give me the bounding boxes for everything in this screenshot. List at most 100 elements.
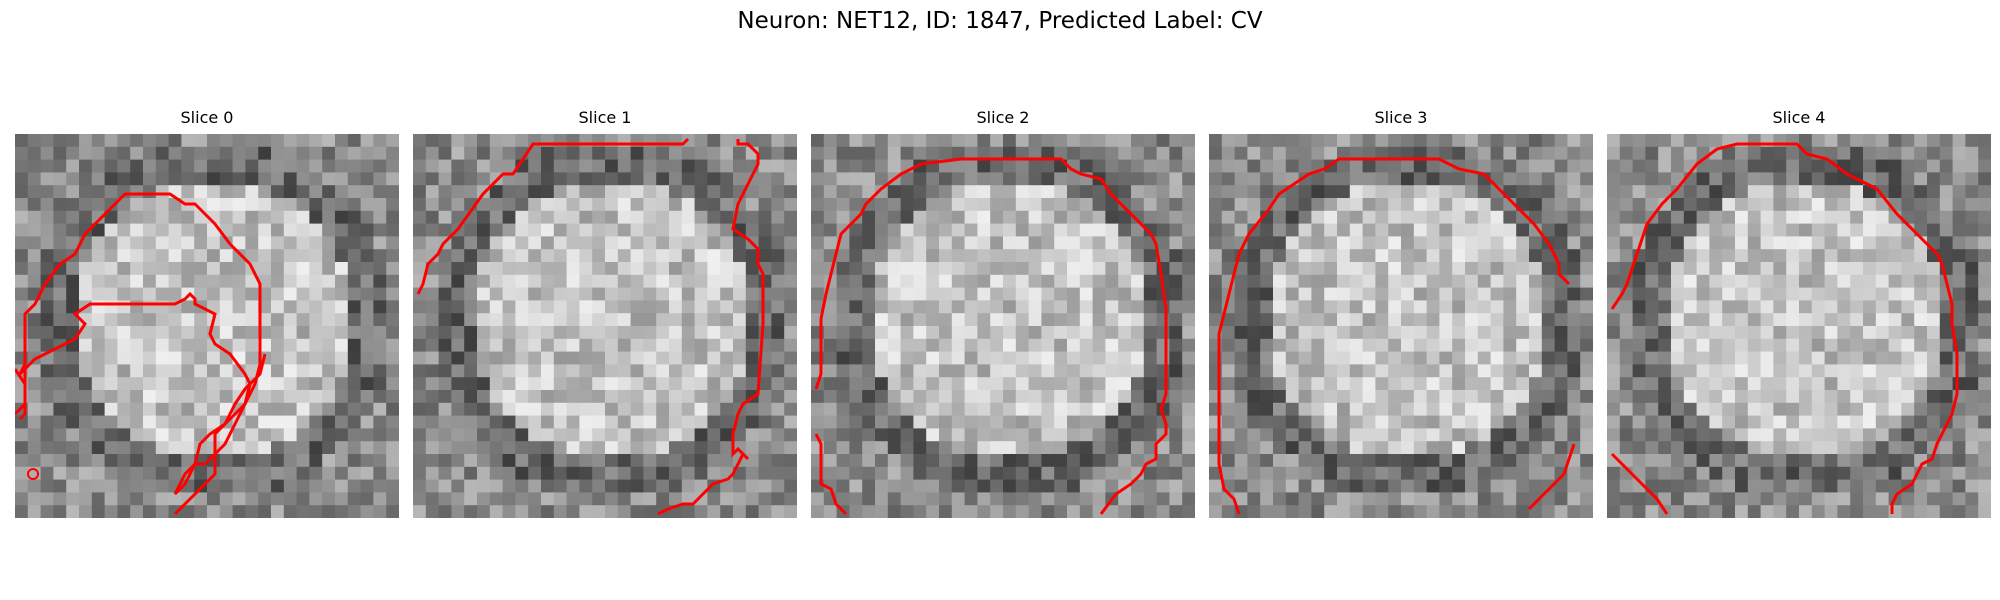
pixel	[1799, 274, 1813, 289]
pixel	[360, 223, 374, 237]
pixel	[1247, 159, 1261, 173]
pixel	[1888, 326, 1902, 340]
pixel	[669, 428, 683, 442]
pixel	[1747, 185, 1762, 199]
pixel	[1015, 390, 1030, 404]
pixel	[1490, 236, 1504, 250]
pixel	[1362, 300, 1376, 314]
pixel	[347, 172, 362, 186]
pixel	[1362, 134, 1376, 148]
pixel	[1747, 390, 1762, 404]
pixel	[181, 210, 195, 225]
pixel	[1209, 313, 1223, 327]
pixel	[1015, 479, 1030, 493]
pixel	[630, 351, 644, 365]
pixel	[771, 198, 785, 212]
pixel	[1169, 326, 1183, 340]
pixel	[155, 441, 170, 455]
pixel	[707, 466, 721, 481]
pixel	[553, 249, 568, 263]
pixel	[1567, 249, 1581, 263]
pixel	[1696, 479, 1710, 493]
pixel	[91, 159, 106, 173]
pixel	[553, 338, 568, 353]
pixel	[155, 236, 170, 250]
pixel	[219, 300, 234, 314]
pixel	[271, 364, 285, 378]
pixel	[155, 249, 170, 263]
pixel	[1875, 415, 1890, 429]
pixel	[1105, 210, 1119, 225]
pixel	[1234, 377, 1248, 391]
pixel	[1401, 454, 1415, 468]
pixel	[104, 146, 118, 161]
pixel	[1413, 185, 1428, 199]
pixel	[694, 338, 708, 353]
pixel	[1747, 172, 1762, 186]
pixel	[951, 146, 966, 161]
pixel	[1607, 466, 1621, 481]
pixel	[194, 249, 208, 263]
pixel	[1439, 454, 1453, 468]
pixel	[1118, 466, 1132, 481]
pixel	[617, 274, 632, 289]
pixel	[1901, 415, 1915, 429]
pixel	[27, 223, 42, 237]
pixel	[1131, 479, 1145, 493]
pixel	[1092, 454, 1106, 468]
pixel	[1349, 236, 1364, 250]
pixel	[1311, 454, 1325, 468]
pixel	[1209, 134, 1223, 148]
pixel	[1658, 492, 1672, 506]
pixel	[617, 249, 632, 263]
pixel	[104, 210, 118, 225]
pixel	[386, 454, 399, 468]
pixel	[643, 441, 657, 455]
pixel	[1645, 172, 1659, 186]
pixel	[1169, 287, 1183, 301]
pixel	[1709, 262, 1723, 276]
pixel	[207, 479, 221, 493]
pixel	[283, 185, 298, 199]
pixel	[849, 479, 863, 493]
pixel	[1850, 262, 1864, 276]
pixel	[245, 338, 259, 353]
pixel	[1273, 274, 1287, 289]
pixel	[579, 159, 593, 173]
pixel	[528, 326, 542, 340]
pixel	[1401, 287, 1415, 301]
pixel	[438, 134, 452, 148]
pixel	[1375, 185, 1389, 199]
pixel	[553, 236, 568, 250]
pixel	[1722, 185, 1736, 199]
pixel	[720, 364, 734, 378]
pixel	[1260, 454, 1274, 468]
pixel	[271, 402, 285, 417]
pixel	[771, 454, 785, 468]
pixel	[1888, 428, 1902, 442]
pixel	[309, 249, 323, 263]
pixel	[720, 249, 734, 263]
pixel	[528, 351, 542, 365]
pixel	[1516, 326, 1530, 340]
pixel	[413, 479, 427, 493]
pixel	[1529, 262, 1543, 276]
pixel	[1619, 364, 1634, 378]
pixel	[1786, 185, 1800, 199]
pixel	[1875, 210, 1890, 225]
pixel	[1658, 172, 1672, 186]
pixel	[1477, 313, 1492, 327]
pixel	[1824, 210, 1838, 225]
pixel	[283, 134, 298, 148]
pixel	[464, 364, 478, 378]
pixel	[605, 287, 619, 301]
pixel	[245, 364, 259, 378]
pixel	[681, 300, 696, 314]
pixel	[117, 249, 131, 263]
pixel	[1015, 287, 1030, 301]
pixel	[1298, 313, 1312, 327]
pixel	[1541, 428, 1556, 442]
pixel	[836, 390, 850, 404]
pixel	[1619, 428, 1634, 442]
pixel	[1619, 377, 1634, 391]
